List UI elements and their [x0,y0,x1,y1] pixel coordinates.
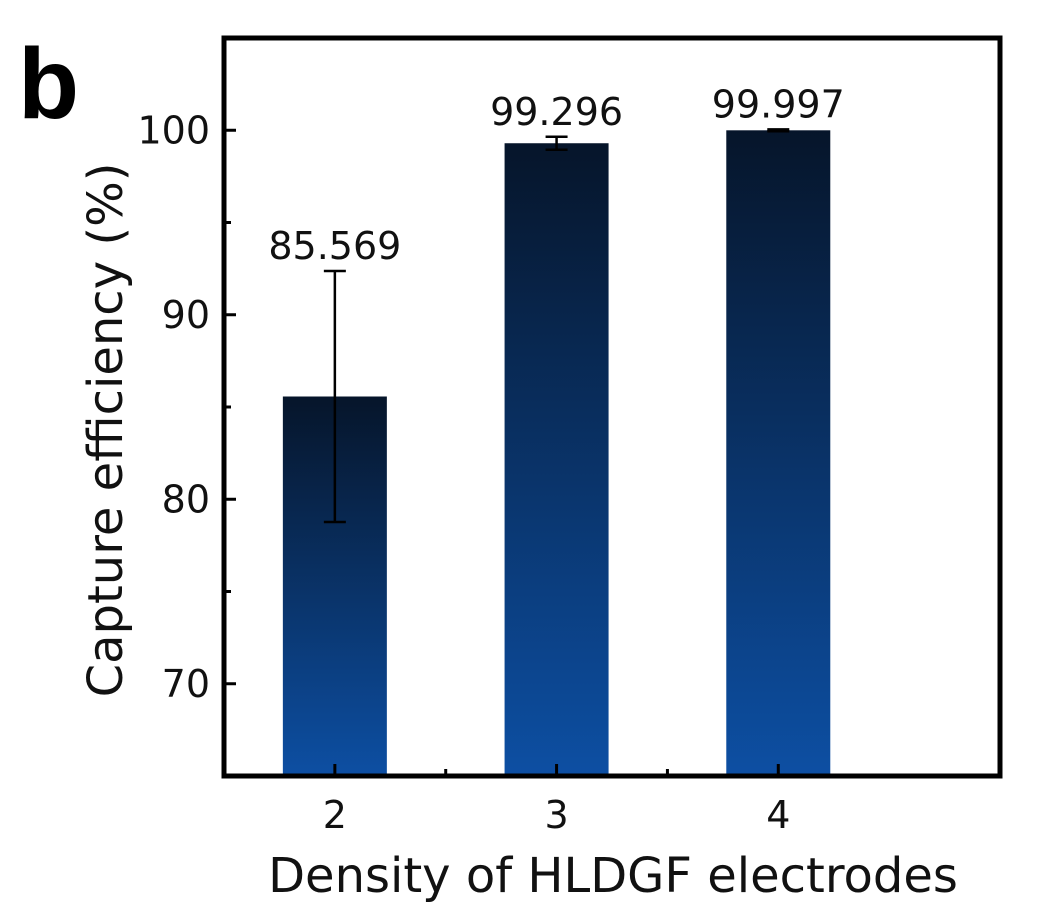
y-tick-label-70: 70 [162,662,210,706]
bar-3 [504,143,609,777]
panel-label: b [18,28,79,140]
y-tick-label-80: 80 [162,477,210,521]
axes-layer: 70 80 90 100 2 3 4 [137,35,1003,837]
bars-layer: 85.569 99.296 99.997 [268,82,845,777]
bar-4 [726,130,831,776]
y-tick-label-90: 90 [162,293,210,337]
y-tick-label-100: 100 [137,108,210,152]
data-label-4: 99.997 [712,82,845,126]
y-axis-title: Capture efficiency (%) [78,163,134,698]
x-axis-title: Density of HLDGF electrodes [268,848,958,904]
data-label-2: 85.569 [268,224,401,268]
data-label-3: 99.296 [490,90,623,134]
x-tick-label-4: 4 [766,793,790,837]
x-tick-label-3: 3 [544,793,568,837]
x-tick-label-2: 2 [323,793,347,837]
